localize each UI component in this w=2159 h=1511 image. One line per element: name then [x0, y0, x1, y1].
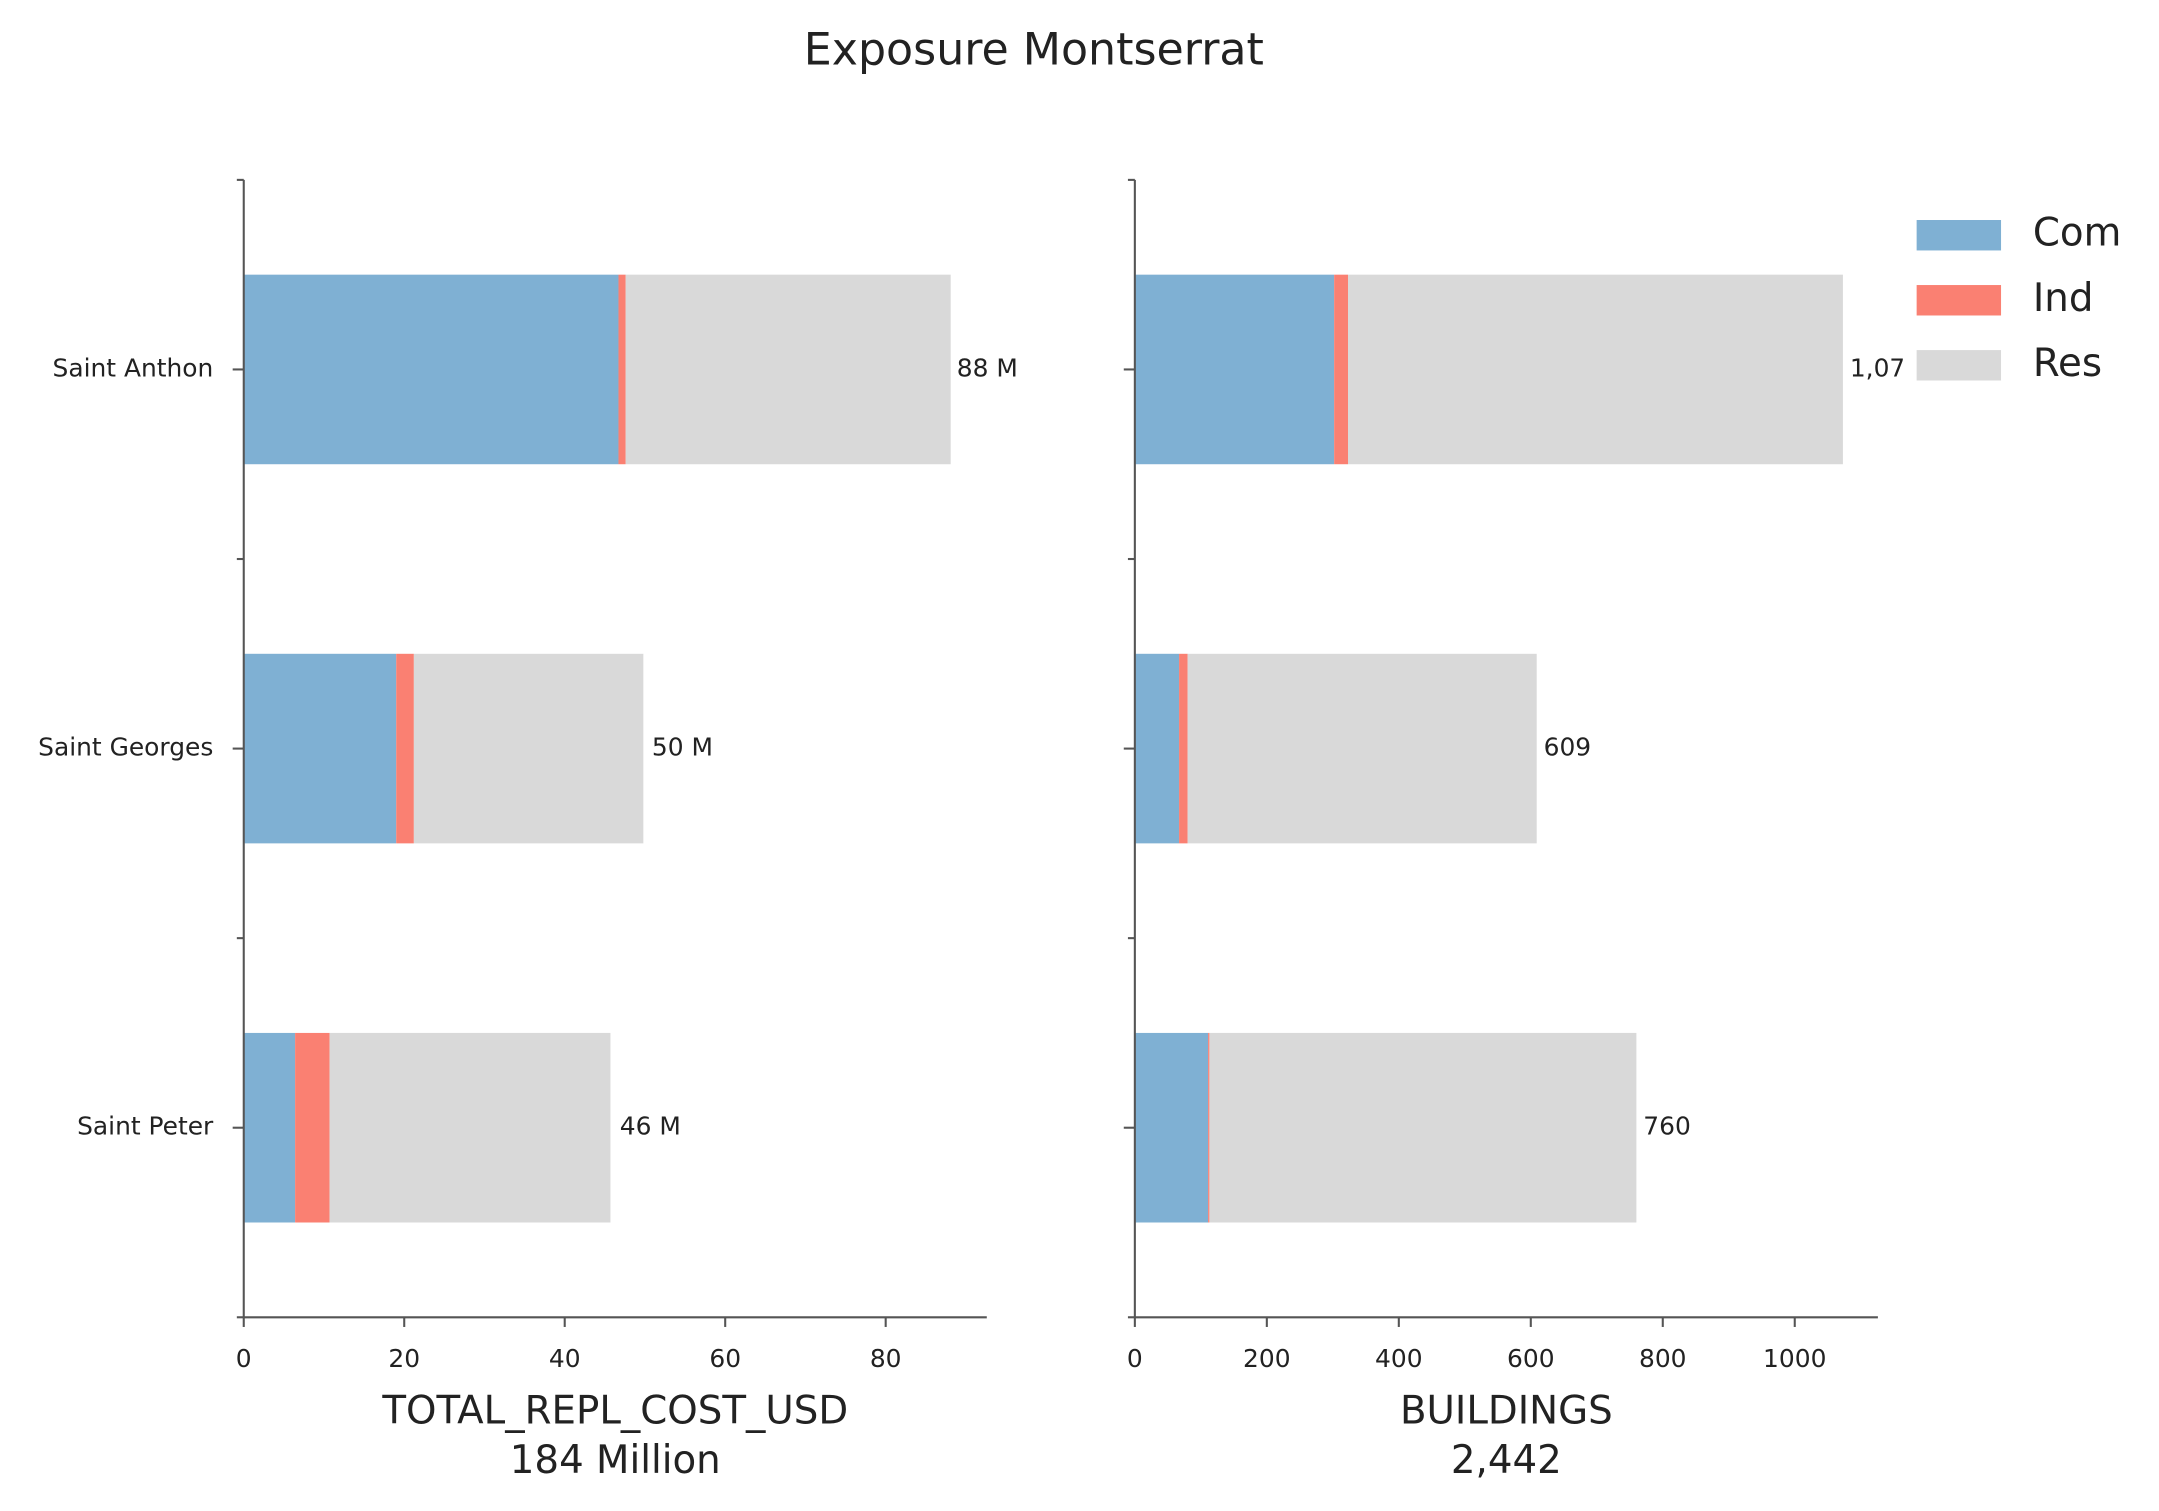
- bar-segment: [618, 274, 626, 465]
- bar-segment: [1134, 653, 1180, 844]
- legend-swatch: [1916, 220, 2002, 251]
- bar-segment: [295, 1032, 330, 1223]
- legend-swatch: [1916, 350, 2002, 381]
- x-tick-label: 40: [549, 1344, 581, 1373]
- bar-segment: [1334, 274, 1348, 465]
- x-tick-label: 0: [236, 1344, 252, 1373]
- value-label: 50 M: [652, 733, 713, 762]
- bar-segment: [1187, 653, 1537, 844]
- legend-label: Com: [2033, 211, 2121, 256]
- x-tick-label: 80: [870, 1344, 902, 1373]
- x-tick-label: 800: [1639, 1344, 1687, 1373]
- bar-segment: [1134, 274, 1335, 465]
- bar-segment: [243, 653, 397, 844]
- bar-segment: [1209, 1032, 1637, 1223]
- y-tick-label: Saint Anthon: [53, 353, 214, 382]
- legend-label: Res: [2033, 341, 2102, 386]
- bar-segment: [1134, 1032, 1209, 1223]
- x-tick-label: 60: [709, 1344, 741, 1373]
- bar-segment: [396, 653, 414, 844]
- x-tick-label: 20: [388, 1344, 420, 1373]
- bar-segment: [1347, 274, 1843, 465]
- bar-segment: [1208, 1032, 1210, 1223]
- x-tick-label: 200: [1243, 1344, 1291, 1373]
- value-label: 88 M: [957, 353, 1018, 382]
- bar-segment: [243, 1032, 296, 1223]
- bar-segment: [413, 653, 644, 844]
- value-label: 46 M: [620, 1112, 681, 1141]
- x-axis-label: BUILDINGS: [1400, 1388, 1613, 1433]
- x-tick-label: 0: [1127, 1344, 1143, 1373]
- x-tick-label: 600: [1507, 1344, 1555, 1373]
- bar-segment: [625, 274, 951, 465]
- x-axis-label: 2,442: [1451, 1438, 1562, 1483]
- x-tick-label: 400: [1375, 1344, 1423, 1373]
- x-tick-label: 1000: [1763, 1344, 1826, 1373]
- x-axis-label: 184 Million: [510, 1438, 721, 1483]
- y-tick-label: Saint Georges: [38, 733, 213, 762]
- figure-title: Exposure Montserrat: [804, 25, 1264, 76]
- bar-segment: [1179, 653, 1188, 844]
- legend-label: Ind: [2033, 276, 2094, 321]
- value-label: 760: [1643, 1112, 1691, 1141]
- y-tick-label: Saint Peter: [77, 1112, 214, 1141]
- legend-swatch: [1916, 285, 2002, 316]
- x-axis-label: TOTAL_REPL_COST_USD: [381, 1388, 848, 1433]
- value-label: 609: [1544, 733, 1592, 762]
- bar-segment: [243, 274, 619, 465]
- bar-segment: [329, 1032, 611, 1223]
